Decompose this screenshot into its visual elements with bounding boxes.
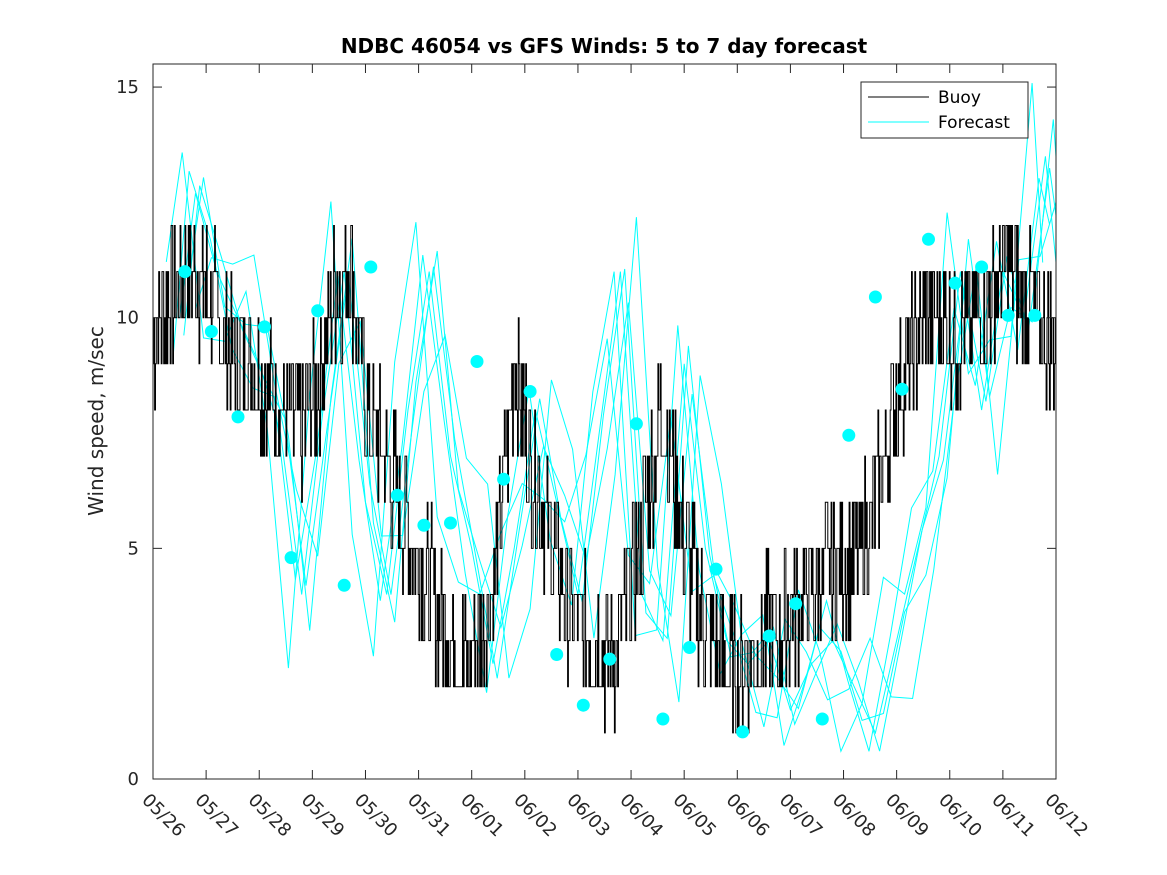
forecast-marker: [497, 472, 511, 486]
buoy-line: [153, 225, 1056, 734]
x-tick-label: 06/07: [775, 790, 827, 842]
forecast-marker: [470, 355, 484, 368]
legend: Buoy Forecast: [860, 81, 1029, 139]
x-tick-label: 05/30: [350, 790, 402, 842]
forecast-line: [195, 200, 1056, 728]
y-axis-ticks: 0 5 10 15: [116, 77, 1056, 790]
forecast-marker: [948, 276, 962, 290]
x-tick-label: 05/28: [244, 790, 296, 842]
forecast-marker: [444, 516, 457, 530]
x-tick-label: 06/02: [509, 790, 561, 842]
y-tick-label: 5: [128, 538, 139, 559]
forecast-marker: [311, 304, 325, 318]
x-tick-label: 06/05: [669, 790, 721, 842]
plot-frame: [152, 63, 1057, 780]
x-tick-label: 06/06: [722, 790, 774, 842]
forecast-line: [183, 168, 1056, 752]
x-tick-label: 06/12: [1040, 790, 1092, 842]
forecast-marker: [1001, 308, 1015, 322]
x-tick-label: 06/10: [934, 790, 986, 842]
forecast-marker: [975, 260, 989, 274]
forecast-marker: [204, 325, 218, 338]
x-tick-label: 05/31: [403, 790, 455, 842]
forecast-marker: [178, 265, 192, 279]
forecast-line: [165, 83, 1044, 753]
x-tick-label: 05/26: [137, 790, 189, 842]
y-axis-label: Wind speed, m/sec: [84, 326, 108, 516]
forecast-marker: [762, 629, 776, 643]
forecast-marker: [789, 597, 803, 611]
forecast-marker: [1028, 308, 1042, 322]
forecast-marker: [709, 562, 723, 576]
forecast-marker: [868, 290, 882, 304]
forecast-marker: [284, 551, 298, 565]
x-tick-label: 05/29: [297, 790, 349, 842]
forecast-marker: [417, 518, 431, 532]
x-tick-label: 06/04: [616, 790, 668, 842]
legend-buoy-label: Buoy: [938, 88, 981, 108]
forecast-marker: [922, 232, 935, 246]
forecast-marker: [815, 712, 829, 726]
forecast-marker: [258, 320, 271, 334]
forecast-marker: [231, 410, 245, 424]
forecast-marker: [364, 260, 378, 274]
forecast-marker: [629, 417, 643, 431]
forecast-marker: [656, 712, 670, 726]
x-tick-label: 06/09: [881, 790, 933, 842]
forecast-marker: [523, 385, 537, 398]
forecast-marker: [576, 698, 590, 712]
forecast-marker: [683, 641, 696, 654]
series-layer: [153, 83, 1056, 753]
y-tick-label: 10: [116, 308, 139, 329]
forecast-marker: [842, 428, 856, 442]
forecast-marker: [603, 652, 617, 666]
x-tick-label: 06/01: [456, 790, 508, 842]
y-tick-label: 15: [116, 77, 139, 98]
x-tick-label: 06/08: [828, 790, 880, 842]
forecast-marker: [550, 648, 564, 661]
x-tick-label: 06/03: [562, 790, 614, 842]
legend-box: [860, 81, 1029, 139]
legend-forecast-label: Forecast: [938, 113, 1010, 133]
forecast-marker: [390, 488, 404, 502]
y-tick-label: 0: [128, 769, 139, 790]
x-tick-label: 05/27: [191, 790, 243, 842]
forecast-markers: [178, 232, 1042, 739]
x-tick-label: 06/11: [987, 790, 1039, 842]
forecast-marker: [736, 725, 750, 739]
chart-title: NDBC 46054 vs GFS Winds: 5 to 7 day fore…: [341, 34, 868, 58]
forecast-marker: [895, 382, 909, 396]
forecast-marker: [337, 578, 351, 592]
